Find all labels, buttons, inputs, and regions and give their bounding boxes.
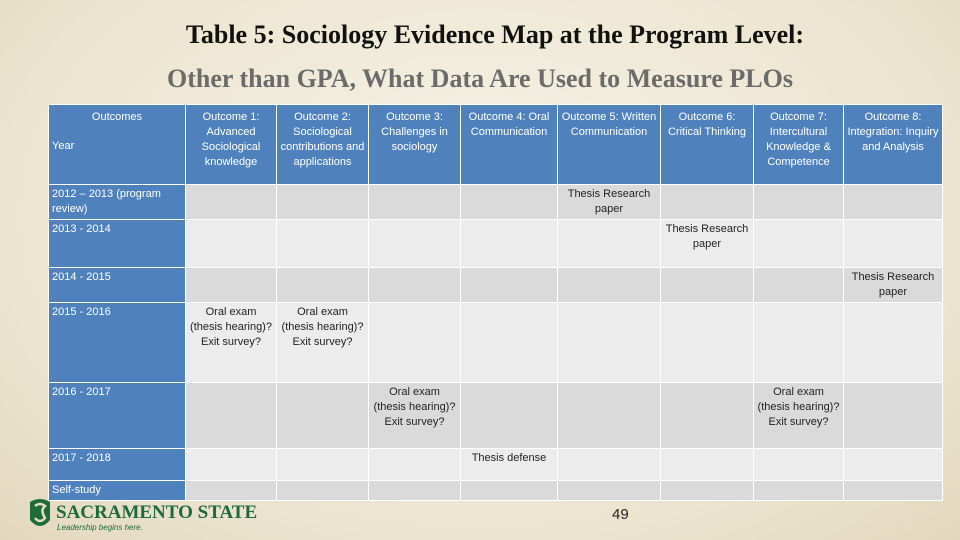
table-cell xyxy=(185,267,277,303)
table-cell xyxy=(276,480,369,501)
table-cell xyxy=(185,219,277,268)
table-cell xyxy=(843,184,943,220)
column-header: Outcome 7: Intercultural Knowledge & Com… xyxy=(753,104,844,185)
year-cell: 2016 - 2017 xyxy=(48,382,186,449)
title: Table 5: Sociology Evidence Map at the P… xyxy=(185,20,805,49)
table-cell xyxy=(660,267,754,303)
table-cell: Thesis Research paper xyxy=(660,219,754,268)
table-cell xyxy=(557,382,661,449)
table-cell xyxy=(557,448,661,481)
table-cell xyxy=(460,267,558,303)
table-cell xyxy=(843,219,943,268)
page-number: 49 xyxy=(612,506,629,523)
table-cell xyxy=(276,267,369,303)
year-cell: 2012 – 2013 (program review) xyxy=(48,184,186,220)
table-cell xyxy=(368,448,461,481)
year-cell: 2017 - 2018 xyxy=(48,448,186,481)
table-row: 2013 - 2014 Thesis Research paper xyxy=(48,219,943,268)
table-cell xyxy=(660,302,754,383)
table-cell xyxy=(368,302,461,383)
corner-cell: Outcomes Year xyxy=(48,104,186,185)
corner-left: Year xyxy=(52,140,75,152)
column-header: Outcome 6: Critical Thinking xyxy=(660,104,754,185)
table-cell xyxy=(460,184,558,220)
table-row: Self-study xyxy=(48,480,943,501)
table-cell: Oral exam (thesis hearing)? Exit survey? xyxy=(276,302,369,383)
corner-top: Outcomes xyxy=(91,111,143,123)
table-cell xyxy=(460,302,558,383)
table-cell xyxy=(276,448,369,481)
table-cell xyxy=(185,382,277,449)
logo-mark xyxy=(34,502,48,523)
table-cell xyxy=(460,480,558,501)
logo: SACRAMENTO STATE Leadership begins here. xyxy=(30,499,257,532)
evidence-table: Outcomes Year Outcome 1: Advanced Sociolog… xyxy=(48,104,943,501)
table-cell: Thesis Research paper xyxy=(557,184,661,220)
table-row: 2017 - 2018 Thesis defense xyxy=(48,448,943,481)
table-cell xyxy=(843,448,943,481)
year-cell: 2013 - 2014 xyxy=(48,219,186,268)
table-cell xyxy=(460,219,558,268)
logo-name: SACRAMENTO STATE xyxy=(56,502,257,523)
year-cell: 2015 - 2016 xyxy=(48,302,186,383)
column-header: Outcome 2: Sociological contributions an… xyxy=(276,104,369,185)
table-cell xyxy=(843,480,943,501)
table-row: 2015 - 2016 Oral exam (thesis hearing)? E… xyxy=(48,302,943,383)
table-cell: Thesis defense xyxy=(460,448,558,481)
table-cell xyxy=(276,219,369,268)
table-cell xyxy=(660,480,754,501)
table-cell xyxy=(368,267,461,303)
table-cell xyxy=(368,480,461,501)
table-cell xyxy=(557,267,661,303)
table-cell: Oral exam (thesis hearing)? Exit survey? xyxy=(753,382,844,449)
column-header: Outcome 5: Written Communication xyxy=(557,104,661,185)
table-cell xyxy=(753,267,844,303)
table-cell xyxy=(185,480,277,501)
table-cell: Oral exam (thesis hearing)? Exit survey? xyxy=(368,382,461,449)
table-cell: Oral exam (thesis hearing)? Exit survey? xyxy=(185,302,277,383)
table-cell xyxy=(276,382,369,449)
table-cell xyxy=(753,480,844,501)
column-header: Outcome 8: Integration: Inquiry and Anal… xyxy=(843,104,943,185)
table-cell xyxy=(753,219,844,268)
table-cell xyxy=(557,219,661,268)
table-row: 2012 – 2013 (program review) Thesis Resea… xyxy=(48,184,943,220)
table-cell xyxy=(276,184,369,220)
table-cell xyxy=(557,302,661,383)
table-cell xyxy=(753,302,844,383)
table-cell xyxy=(843,302,943,383)
table-row: 2016 - 2017 Oral exam (thesis hearing)? E… xyxy=(48,382,943,449)
table-cell xyxy=(368,184,461,220)
table-cell xyxy=(185,184,277,220)
table-cell xyxy=(753,184,844,220)
year-cell: 2014 - 2015 xyxy=(48,267,186,303)
year-cell: Self-study xyxy=(48,480,186,501)
logo-tagline: Leadership begins here. xyxy=(57,523,143,532)
column-header: Outcome 1: Advanced Sociological knowled… xyxy=(185,104,277,185)
subtitle: Other than GPA, What Data Are Used to Me… xyxy=(167,64,793,93)
header-row: Outcomes Year Outcome 1: Advanced Sociolog… xyxy=(48,104,943,185)
column-header: Outcome 3: Challenges in sociology xyxy=(368,104,461,185)
column-header: Outcome 4: Oral Communication xyxy=(460,104,558,185)
table-cell xyxy=(185,448,277,481)
table-cell xyxy=(843,382,943,449)
table-cell: Thesis Research paper xyxy=(843,267,943,303)
table-cell xyxy=(753,448,844,481)
table-cell xyxy=(660,184,754,220)
table-cell xyxy=(660,448,754,481)
table-cell xyxy=(660,382,754,449)
table-cell xyxy=(368,219,461,268)
table-cell xyxy=(460,382,558,449)
table-cell xyxy=(557,480,661,501)
table-row: 2014 - 2015 Thesis Research paper xyxy=(48,267,943,303)
